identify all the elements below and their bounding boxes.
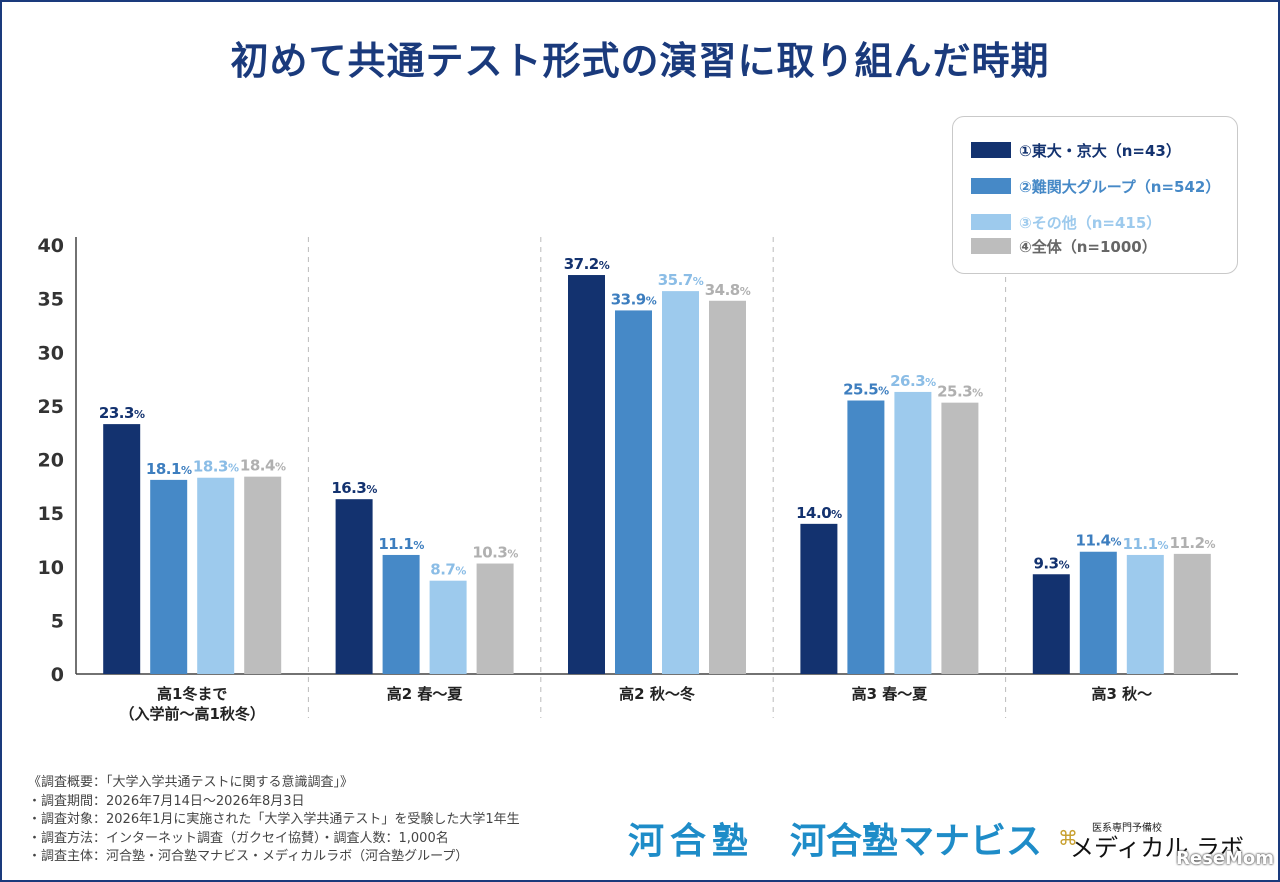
bar bbox=[662, 291, 699, 674]
legend-swatch bbox=[971, 178, 1011, 194]
legend-label: ①東大・京大（n=43） bbox=[1019, 141, 1181, 160]
legend-swatch bbox=[971, 238, 1011, 254]
data-label: 34.8% bbox=[705, 281, 751, 299]
y-tick-label: 30 bbox=[38, 342, 64, 364]
legend-label: ③その他（n=415） bbox=[1019, 213, 1162, 232]
bar bbox=[615, 310, 652, 674]
x-tick-label: 高2 秋〜冬 bbox=[619, 685, 695, 703]
y-tick-label: 20 bbox=[38, 450, 64, 472]
legend: ①東大・京大（n=43） ②難関大グループ（n=542） ③その他（n=415）… bbox=[952, 116, 1238, 274]
data-label: 16.3% bbox=[331, 479, 377, 497]
data-label: 11.1% bbox=[1123, 535, 1169, 553]
bar bbox=[476, 563, 514, 674]
legend-swatch bbox=[971, 142, 1011, 158]
bar bbox=[335, 499, 373, 674]
y-tick-label: 10 bbox=[38, 557, 64, 579]
data-label: 11.4% bbox=[1076, 532, 1122, 550]
legend-swatch bbox=[971, 214, 1011, 230]
legend-label: ④全体（n=1000） bbox=[1019, 237, 1157, 256]
data-label: 18.3% bbox=[193, 458, 239, 476]
data-label: 10.3% bbox=[472, 544, 518, 562]
data-label: 18.1% bbox=[146, 460, 192, 478]
bar bbox=[1126, 554, 1164, 674]
y-tick-label: 25 bbox=[38, 396, 64, 418]
bar bbox=[197, 477, 235, 674]
bar bbox=[709, 300, 746, 674]
bar bbox=[941, 402, 979, 674]
y-tick-label: 40 bbox=[38, 235, 64, 257]
bar bbox=[1032, 574, 1070, 674]
medical-lab-mark-icon: ⌘ bbox=[1058, 826, 1078, 850]
legend-label: ②難関大グループ（n=542） bbox=[1019, 177, 1221, 196]
medical-lab-logo: メディカル ラボ bbox=[1070, 834, 1244, 862]
bar bbox=[103, 424, 141, 674]
data-label: 26.3% bbox=[890, 372, 936, 390]
bar bbox=[244, 476, 282, 674]
bar bbox=[894, 391, 932, 674]
data-label: 35.7% bbox=[658, 271, 704, 289]
footnote-line: ・調査主体：河合塾・河合塾マナビス・メディカルラボ（河合塾グループ） bbox=[28, 849, 469, 864]
x-tick-label: 高2 春〜夏 bbox=[387, 685, 464, 703]
kawaijuku-logo: 河合塾 bbox=[628, 821, 755, 862]
legend-item-todai: ①東大・京大（n=43） bbox=[971, 140, 1181, 160]
bar bbox=[429, 580, 467, 674]
survey-footnote: 《調査概要：「大学入学共通テストに関する意識調査」》 ・調査期間：2026年7月… bbox=[28, 774, 520, 867]
resemom-watermark: ReseMom bbox=[1176, 848, 1275, 869]
bar-chart: 0 5 10 15 20 25 30 35 40 23.3% 18.1% 18.3% 18.4% 高1冬ま… bbox=[38, 235, 1238, 723]
footnote-line: 《調査概要：「大学入学共通テストに関する意識調査」》 bbox=[28, 775, 354, 790]
data-label: 18.4% bbox=[240, 457, 286, 475]
bar bbox=[150, 479, 188, 674]
bar bbox=[568, 275, 605, 674]
footnote-line: ・調査対象：2026年1月に実施された「大学入学共通テスト」を受験した大学1年生 bbox=[28, 812, 520, 827]
chart-title: 初めて共通テスト形式の演習に取り組んだ時期 bbox=[230, 39, 1050, 83]
bar bbox=[800, 523, 838, 674]
bar bbox=[382, 554, 420, 674]
data-label: 11.2% bbox=[1170, 534, 1216, 552]
data-label: 8.7% bbox=[430, 561, 466, 579]
data-label: 11.1% bbox=[378, 535, 424, 553]
bar bbox=[1079, 551, 1117, 674]
x-tick-label: 高3 秋〜 bbox=[1091, 685, 1152, 703]
y-tick-label: 15 bbox=[38, 503, 64, 525]
y-tick-label: 5 bbox=[51, 610, 64, 632]
legend-item-all: ④全体（n=1000） bbox=[971, 236, 1157, 256]
legend-item-other: ③その他（n=415） bbox=[971, 212, 1161, 232]
data-label: 25.5% bbox=[843, 381, 889, 399]
bar bbox=[1173, 553, 1211, 674]
x-tick-label: 高3 春〜夏 bbox=[852, 685, 929, 703]
footnote-line: ・調査期間：2026年7月14日〜2026年8月3日 bbox=[28, 793, 305, 809]
x-tick-label: 高1冬まで（入学前〜高1秋冬） bbox=[119, 685, 264, 723]
manabis-logo: 河合塾マナビス bbox=[790, 821, 1043, 862]
medical-lab-tagline: 医系専門予備校 bbox=[1092, 823, 1162, 834]
y-tick-label: 0 bbox=[51, 664, 64, 686]
data-label: 14.0% bbox=[796, 504, 842, 522]
data-label: 23.3% bbox=[99, 404, 145, 422]
bar bbox=[847, 400, 885, 674]
data-label: 37.2% bbox=[564, 255, 610, 273]
legend-item-nankan: ②難関大グループ（n=542） bbox=[971, 176, 1220, 196]
data-label: 33.9% bbox=[611, 290, 657, 308]
footnote-line: ・調査方法：インターネット調査（ガクセイ協賛）・調査人数：1,000名 bbox=[28, 830, 449, 846]
data-label: 25.3% bbox=[937, 383, 983, 401]
y-tick-label: 35 bbox=[38, 289, 64, 311]
data-label: 9.3% bbox=[1033, 554, 1069, 572]
